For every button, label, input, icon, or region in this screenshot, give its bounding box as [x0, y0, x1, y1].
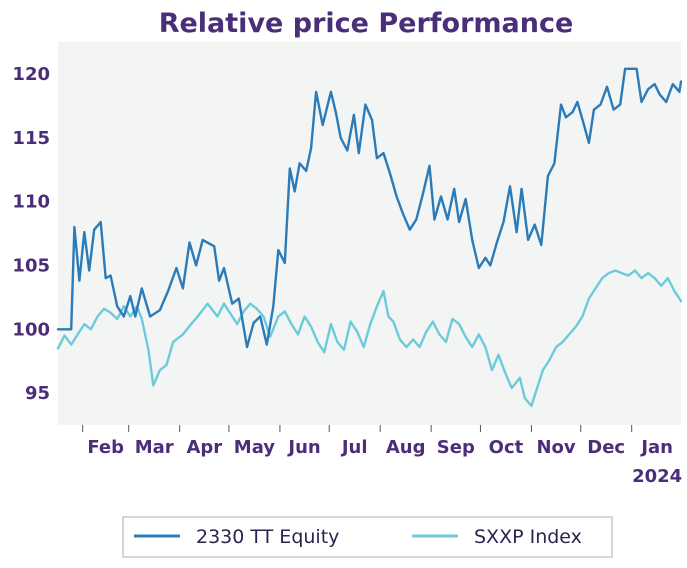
x-tick-label: Oct	[489, 437, 524, 458]
x-tick-label: Dec	[587, 437, 625, 458]
x-tick-label: Sep	[437, 437, 475, 458]
x-tick-label: Mar	[135, 437, 174, 458]
x-tick-label: Jul	[340, 437, 368, 458]
series-line-2330-tt-equity	[56, 67, 683, 349]
x-year-label: 2024	[632, 466, 682, 487]
legend-label-2330-tt-equity: 2330 TT Equity	[196, 526, 339, 548]
series-layer	[56, 67, 683, 408]
chart-title: Relative price Performance	[159, 8, 574, 39]
plot-area	[58, 42, 681, 425]
x-tick-label: May	[234, 437, 276, 458]
y-tick-label: 115	[12, 128, 50, 149]
series-line-sxxp-index	[56, 269, 683, 408]
y-tick-label: 100	[12, 319, 50, 340]
x-axis: Feb Mar Apr May Jun Jul Aug Sep Oct Nov Dec Jan 2024	[82, 425, 682, 487]
x-tick-label: Nov	[536, 437, 575, 458]
legend: 2330 TT Equity SXXP Index	[122, 516, 613, 558]
x-tick-label: Apr	[186, 437, 222, 458]
x-tick-label: Jun	[286, 437, 320, 458]
x-tick-label: Feb	[87, 437, 124, 458]
y-tick-label: 110	[12, 192, 50, 213]
y-tick-label: 105	[12, 255, 50, 276]
legend-label-sxxp-index: SXXP Index	[474, 526, 582, 548]
y-tick-label: 95	[25, 383, 50, 404]
legend-box	[122, 516, 613, 558]
y-axis: 95 100 105 110 115 120	[12, 64, 50, 404]
x-tick-label: Jan	[639, 437, 673, 458]
x-tick-label: Aug	[386, 437, 426, 458]
y-tick-label: 120	[12, 64, 50, 85]
